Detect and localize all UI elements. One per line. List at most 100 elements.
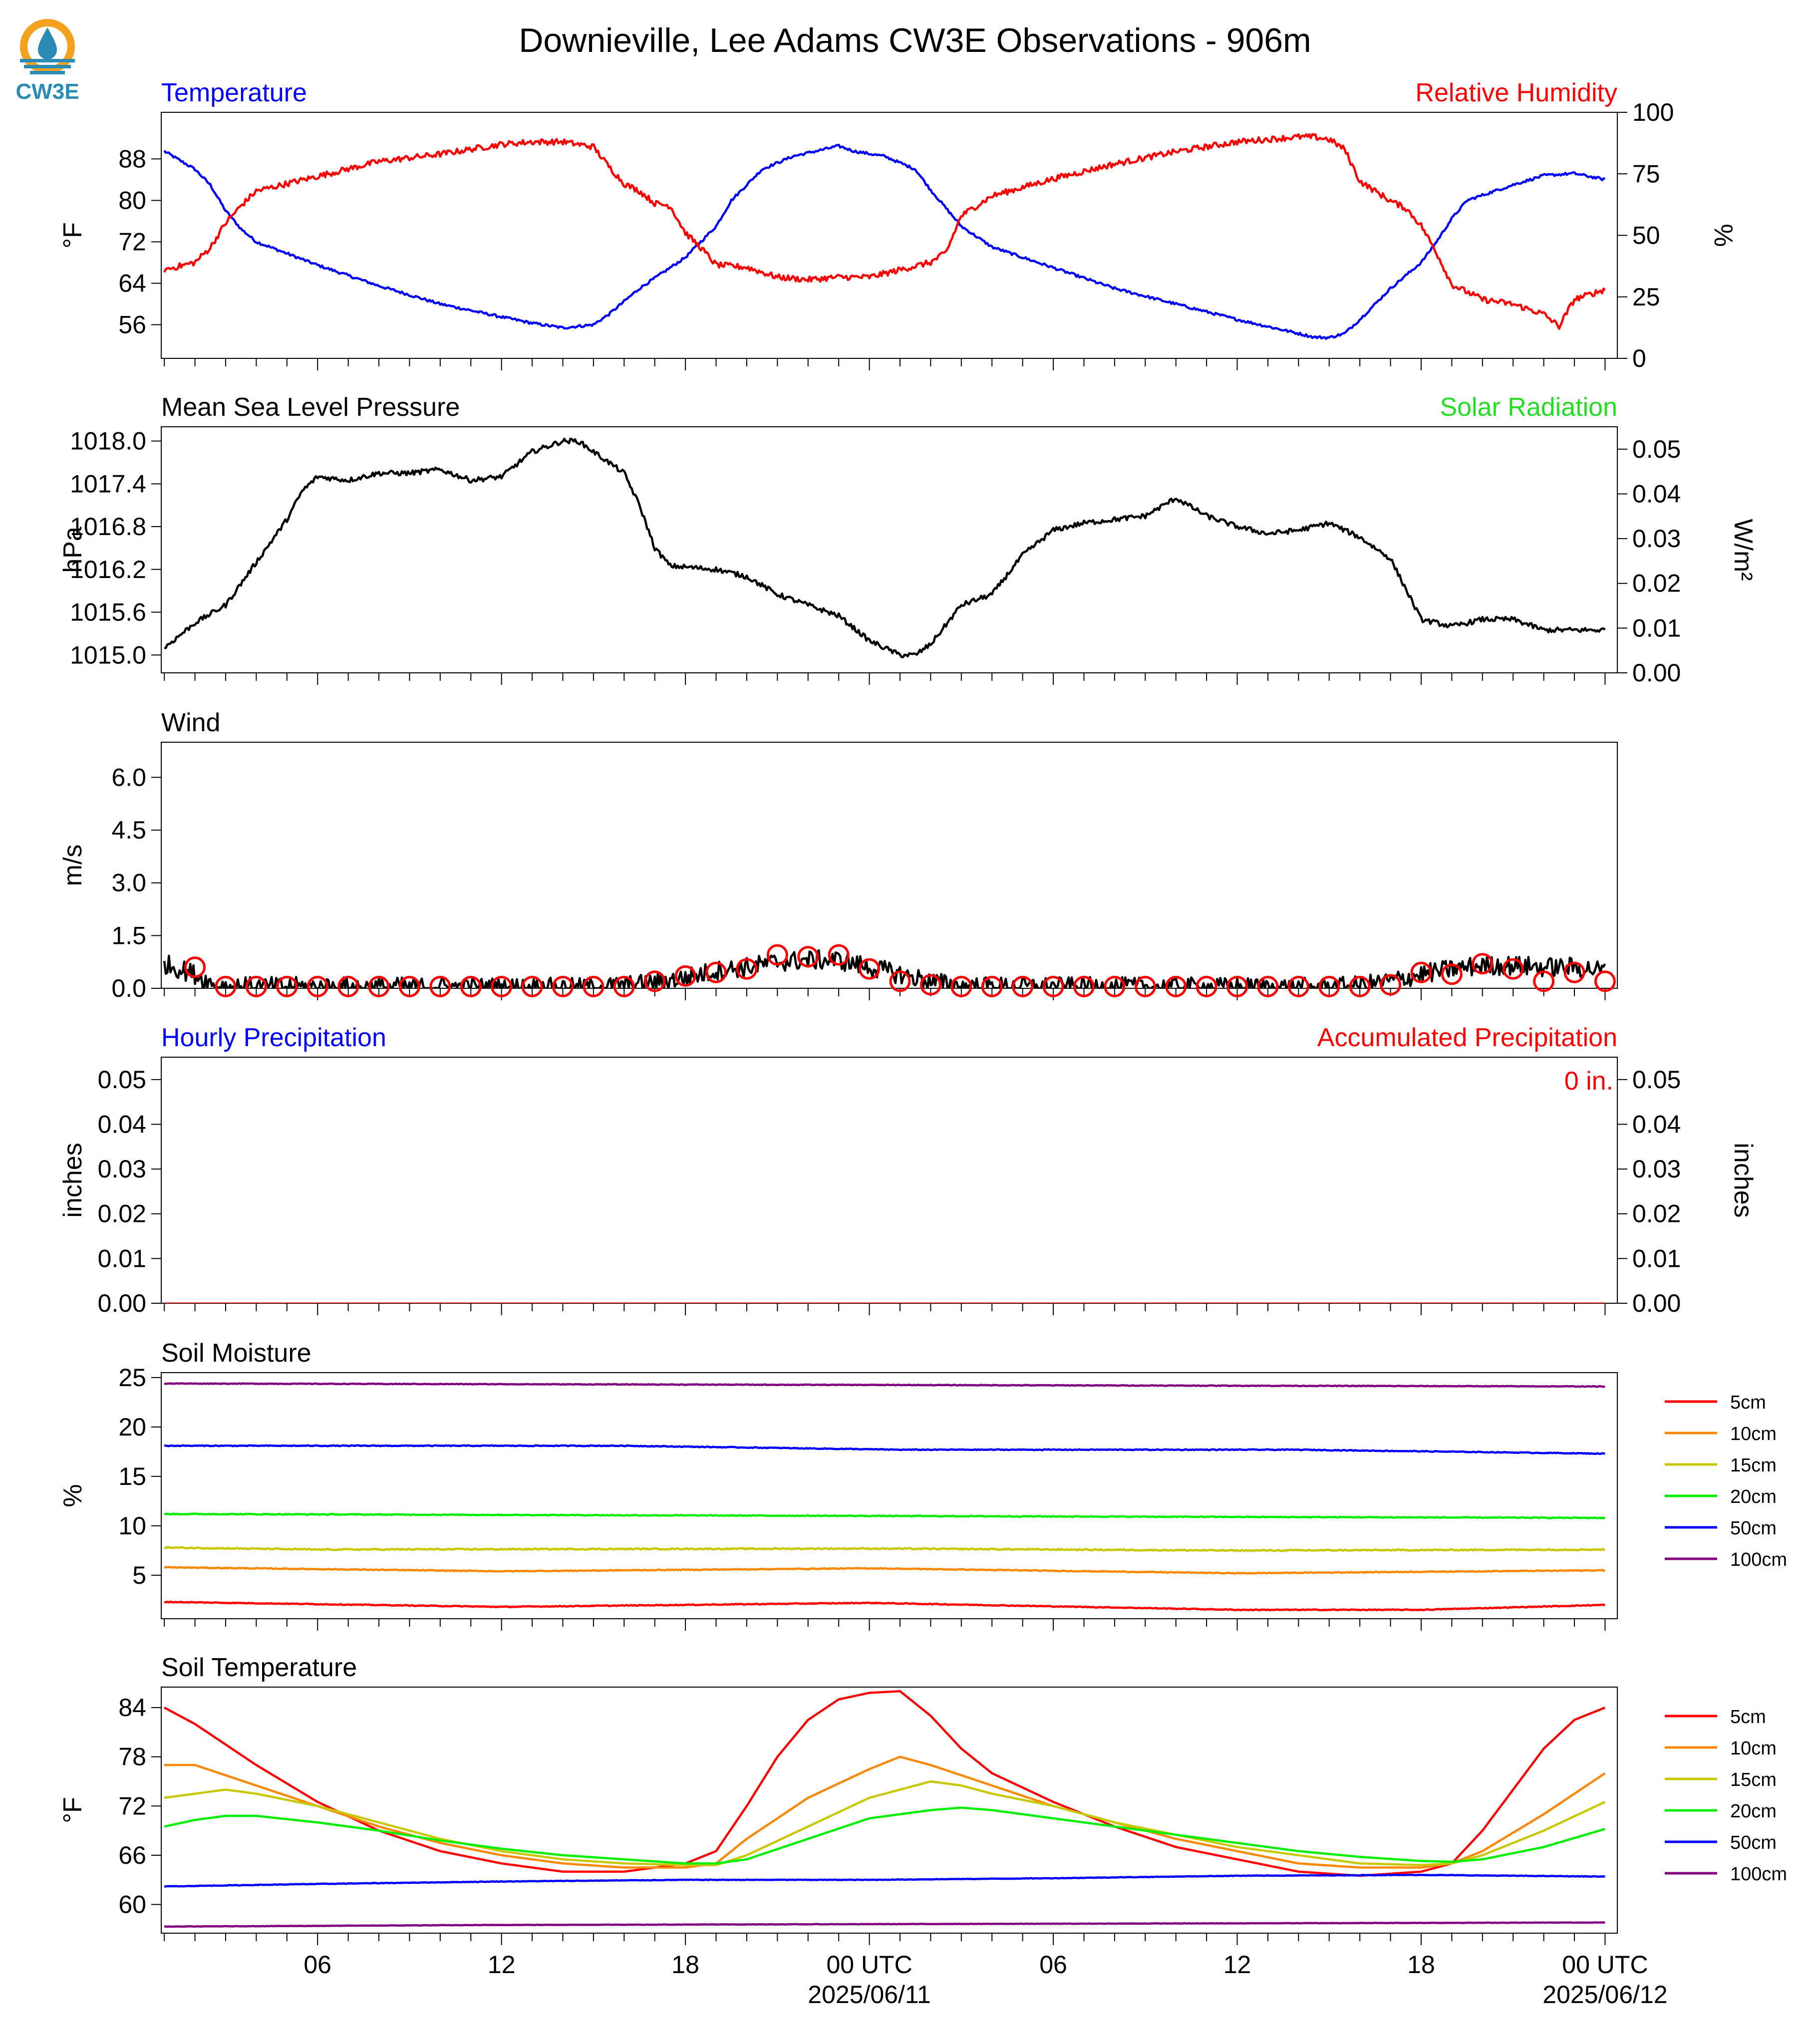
panel-title: Soil Moisture: [161, 1339, 311, 1368]
series-line-20cm: [164, 1512, 1605, 1519]
wind-marker: [276, 975, 298, 997]
legend-label: 20cm: [1730, 1801, 1777, 1822]
x-tick-label: 06: [303, 1951, 331, 1979]
y-tick-label: 1018.0: [70, 427, 146, 455]
panel-title: Mean Sea Level Pressure: [161, 393, 460, 422]
y-tick-label-right: 0.04: [1632, 1110, 1681, 1138]
wind-marker: [828, 944, 850, 966]
wind-marker: [1410, 961, 1432, 983]
legend-label: 5cm: [1730, 1707, 1766, 1728]
panel-title: Soil Temperature: [161, 1653, 357, 1682]
y-tick-label-right: 0.02: [1632, 1200, 1681, 1228]
wind-marker: [736, 958, 758, 980]
y-tick-label: 1016.8: [70, 513, 146, 541]
y-tick-label: 56: [118, 311, 146, 339]
legend: 5cm 10cm 15cm 20cm 50cm 100cm: [1665, 1707, 1787, 1885]
wind-marker: [245, 975, 267, 997]
y-tick-label-right: 0.00: [1632, 659, 1681, 687]
y-tick-label-right: 50: [1632, 222, 1660, 250]
wind-marker: [1502, 958, 1524, 980]
panel-precip: Hourly Precipitation Accumulated Precipit…: [58, 1023, 1758, 1317]
plot-frame: [161, 1057, 1618, 1304]
y-tick-label: 72: [118, 1792, 146, 1820]
y-tick-label: 10: [118, 1512, 146, 1540]
x-tick-label: 00 UTC: [826, 1951, 912, 1979]
plot-area: [164, 1690, 1606, 1928]
wind-marker: [306, 975, 328, 997]
logo-text: CW3E: [15, 79, 79, 104]
plot-frame: [161, 426, 1618, 673]
legend-label: 10cm: [1730, 1738, 1777, 1759]
y-tick-label-right: 0: [1632, 344, 1646, 372]
plot-frame: [161, 1372, 1618, 1619]
y-axis-label-right: inches: [1729, 1143, 1758, 1217]
x-date-label: 2025/06/11: [808, 1981, 931, 2009]
series-line-0: [163, 949, 1606, 988]
plot-area: [164, 437, 1606, 658]
y-tick-label-right: 0.04: [1632, 480, 1681, 508]
wind-marker: [1287, 975, 1309, 997]
wind-marker: [1226, 975, 1248, 997]
cw3e-logo: CW3E: [15, 19, 79, 104]
y-axis-label-right: W/m²: [1729, 519, 1758, 580]
wind-marker: [613, 975, 635, 997]
panel-title: Hourly Precipitation: [161, 1023, 386, 1052]
panel-temp_rh: Temperature Relative Humidity 56 64 72 80 88 °F…: [58, 78, 1738, 372]
y-tick-label: 1017.4: [70, 470, 146, 498]
wind-marker: [859, 958, 881, 980]
plot-area: [163, 949, 1606, 988]
legend: 5cm 10cm 15cm 20cm 50cm 100cm: [1665, 1392, 1787, 1570]
plot-area: [163, 133, 1606, 340]
y-tick-label: 4.5: [111, 816, 146, 844]
y-tick-label-right: 0.05: [1632, 1066, 1681, 1094]
y-axis-label: °F: [58, 222, 87, 249]
panel-title: Temperature: [161, 78, 307, 107]
logo-drop-icon: [38, 27, 57, 59]
y-tick-label-right: 0.00: [1632, 1289, 1681, 1317]
legend-label: 20cm: [1730, 1486, 1777, 1507]
y-tick-label: 1.5: [111, 921, 146, 949]
wind-marker: [1073, 975, 1095, 997]
y-tick-label-right: 0.01: [1632, 614, 1681, 642]
series-line-15cm: [164, 1546, 1606, 1552]
x-tick-label: 18: [1407, 1951, 1435, 1979]
y-tick-label: 15: [118, 1462, 146, 1490]
x-tick-label: 06: [1039, 1951, 1067, 1979]
series-line-100cm: [164, 1921, 1605, 1928]
y-axis-label: inches: [58, 1143, 87, 1217]
panel-wind: Wind 0.0 1.5 3.0 4.5 6.0 m/s: [58, 708, 1618, 1002]
y-tick-label: 0.01: [98, 1244, 146, 1272]
plot-frame: [161, 742, 1618, 989]
legend-label: 100cm: [1730, 1549, 1787, 1570]
y-tick-label: 78: [118, 1743, 146, 1771]
series-line-15cm: [164, 1780, 1606, 1866]
y-tick-label: 0.0: [111, 974, 146, 1002]
wind-marker: [460, 975, 482, 997]
wind-marker: [552, 975, 574, 997]
figure-title: Downieville, Lee Adams CW3E Observations…: [519, 21, 1311, 59]
y-tick-label-right: 25: [1632, 283, 1660, 311]
series-line-1: [163, 133, 1606, 330]
y-axis-label: °F: [58, 1797, 87, 1823]
series-line-0: [164, 437, 1606, 658]
wind-marker: [889, 970, 911, 992]
y-tick-label: 88: [118, 145, 146, 173]
y-tick-label: 0.04: [98, 1110, 146, 1138]
y-tick-label: 0.03: [98, 1155, 146, 1183]
wind-marker: [521, 975, 543, 997]
legend-label: 15cm: [1730, 1455, 1777, 1476]
x-tick-label: 12: [488, 1951, 516, 1979]
series-line-10cm: [164, 1566, 1605, 1575]
y-tick-label-right: 0.03: [1632, 525, 1681, 553]
y-axis-label: m/s: [58, 845, 87, 886]
y-tick-label: 20: [118, 1413, 146, 1441]
y-tick-label: 5: [132, 1561, 146, 1589]
y-axis-label: %: [58, 1484, 87, 1507]
y-tick-label-right: 0.01: [1632, 1244, 1681, 1272]
wind-marker: [368, 975, 390, 997]
wind-marker: [1104, 975, 1126, 997]
wind-marker: [1196, 975, 1217, 997]
series-line-10cm: [164, 1755, 1606, 1869]
y-tick-label-right: 0.03: [1632, 1155, 1681, 1183]
legend-label: 100cm: [1730, 1864, 1787, 1885]
